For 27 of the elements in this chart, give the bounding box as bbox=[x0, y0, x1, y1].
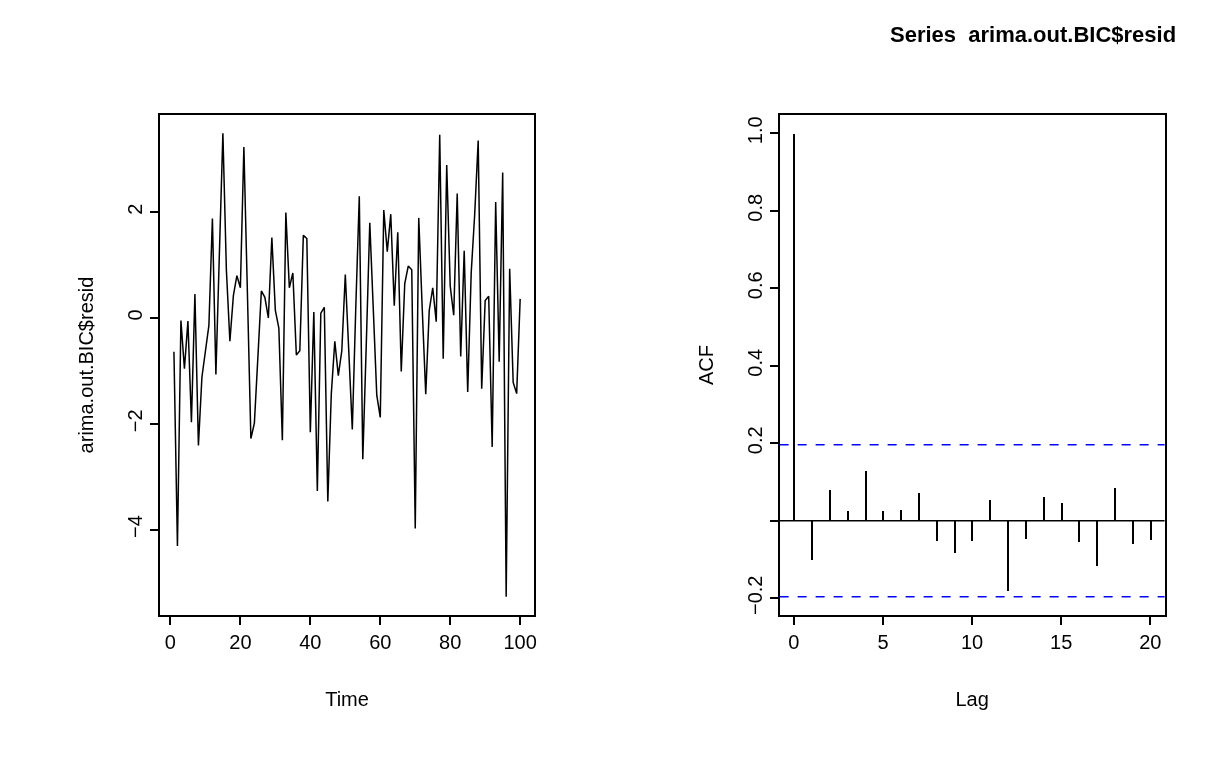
x-tick-label: 15 bbox=[1050, 631, 1073, 654]
x-axis-title: Lag bbox=[955, 688, 989, 711]
x-tick-label: 20 bbox=[229, 631, 252, 654]
x-tick-label: 10 bbox=[960, 631, 984, 654]
y-tick-label: −2 bbox=[124, 409, 147, 433]
y-tick-label: 1.0 bbox=[743, 116, 766, 145]
y-tick-label: 2 bbox=[124, 203, 147, 215]
x-tick-label: 0 bbox=[788, 631, 800, 654]
x-tick-label: 100 bbox=[503, 631, 537, 654]
x-axis-title: Time bbox=[325, 688, 369, 711]
y-tick-label: 0.6 bbox=[743, 271, 766, 300]
x-tick-label: 60 bbox=[369, 631, 392, 654]
y-axis-title: ACF bbox=[694, 345, 717, 386]
y-tick-label: −4 bbox=[124, 515, 147, 539]
x-tick-label: 20 bbox=[1139, 631, 1162, 654]
y-tick-label: −0.2 bbox=[743, 575, 766, 616]
y-tick-label: 0.2 bbox=[743, 426, 766, 455]
y-tick-label: 0.8 bbox=[743, 193, 766, 222]
y-tick-label: 0.4 bbox=[743, 348, 766, 377]
y-axis-title: arima.out.BIC$resid bbox=[75, 276, 98, 454]
x-tick-label: 0 bbox=[164, 631, 176, 654]
x-tick-label: 5 bbox=[877, 631, 889, 654]
x-tick-label: 40 bbox=[299, 631, 322, 654]
x-tick-label: 80 bbox=[439, 631, 462, 654]
y-tick-label: 0 bbox=[124, 309, 147, 321]
line-series bbox=[173, 132, 521, 598]
chart-title: Series arima.out.BIC$resid bbox=[890, 22, 1177, 47]
